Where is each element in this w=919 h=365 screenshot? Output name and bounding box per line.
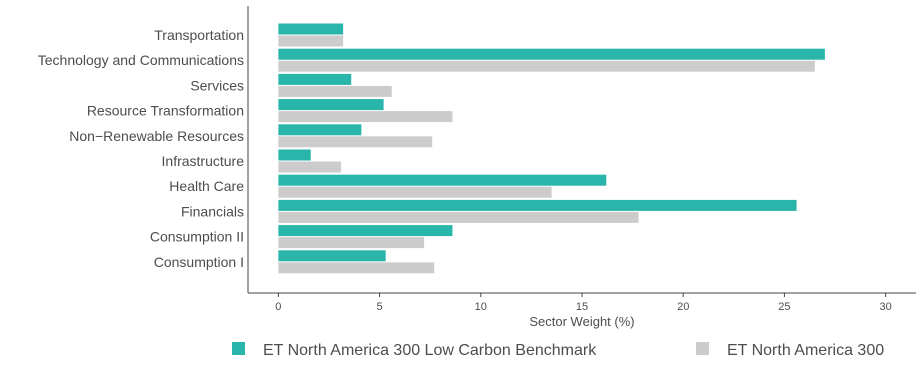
bar-benchmark-5	[278, 161, 342, 173]
category-label: Resource Transformation	[87, 103, 244, 119]
bar-low-carbon-4	[278, 124, 362, 136]
x-axis-title: Sector Weight (%)	[529, 314, 634, 329]
x-tick-label: 20	[677, 301, 689, 313]
category-label: Infrastructure	[162, 153, 245, 169]
x-tick-label: 5	[377, 301, 383, 313]
category-label: Financials	[181, 203, 244, 219]
bar-benchmark-9	[278, 262, 435, 274]
x-tick-label: 30	[880, 301, 892, 313]
category-label: Health Care	[169, 178, 244, 194]
legend-swatch-benchmark	[696, 342, 709, 355]
x-ticks: 0 5 10 15 20 25 30	[275, 293, 892, 313]
bar-benchmark-6	[278, 186, 552, 198]
category-label: Non−Renewable Resources	[69, 128, 244, 144]
bar-low-carbon-8	[278, 225, 453, 237]
bar-low-carbon-2	[278, 73, 352, 85]
legend-label-benchmark: ET North America 300	[727, 342, 884, 359]
category-label: Transportation	[154, 27, 244, 43]
bar-low-carbon-9	[278, 250, 386, 262]
x-tick-label: 0	[275, 301, 281, 313]
bar-low-carbon-6	[278, 174, 607, 186]
bar-low-carbon-7	[278, 199, 797, 211]
category-label: Consumption II	[150, 229, 244, 245]
bar-low-carbon-0	[278, 23, 344, 35]
category-label: Consumption I	[154, 254, 244, 270]
bar-low-carbon-1	[278, 48, 825, 60]
x-tick-label: 25	[778, 301, 790, 313]
bar-benchmark-8	[278, 237, 425, 249]
legend-swatch-low-carbon	[232, 342, 245, 355]
bar-benchmark-0	[278, 35, 344, 47]
bars	[278, 23, 825, 274]
category-label: Services	[190, 77, 244, 93]
bar-benchmark-3	[278, 111, 453, 123]
bar-benchmark-2	[278, 85, 392, 97]
legend-label-low-carbon: ET North America 300 Low Carbon Benchmar…	[263, 342, 597, 359]
category-label: Technology and Communications	[38, 52, 244, 68]
x-tick-label: 10	[475, 301, 487, 313]
x-tick-label: 15	[576, 301, 588, 313]
category-labels: Transportation Technology and Communicati…	[38, 27, 244, 270]
bar-benchmark-7	[278, 211, 639, 223]
bar-low-carbon-3	[278, 99, 384, 111]
bar-benchmark-4	[278, 136, 433, 148]
bar-benchmark-1	[278, 60, 815, 72]
legend: ET North America 300 Low Carbon Benchmar…	[232, 342, 884, 359]
bar-low-carbon-5	[278, 149, 311, 161]
